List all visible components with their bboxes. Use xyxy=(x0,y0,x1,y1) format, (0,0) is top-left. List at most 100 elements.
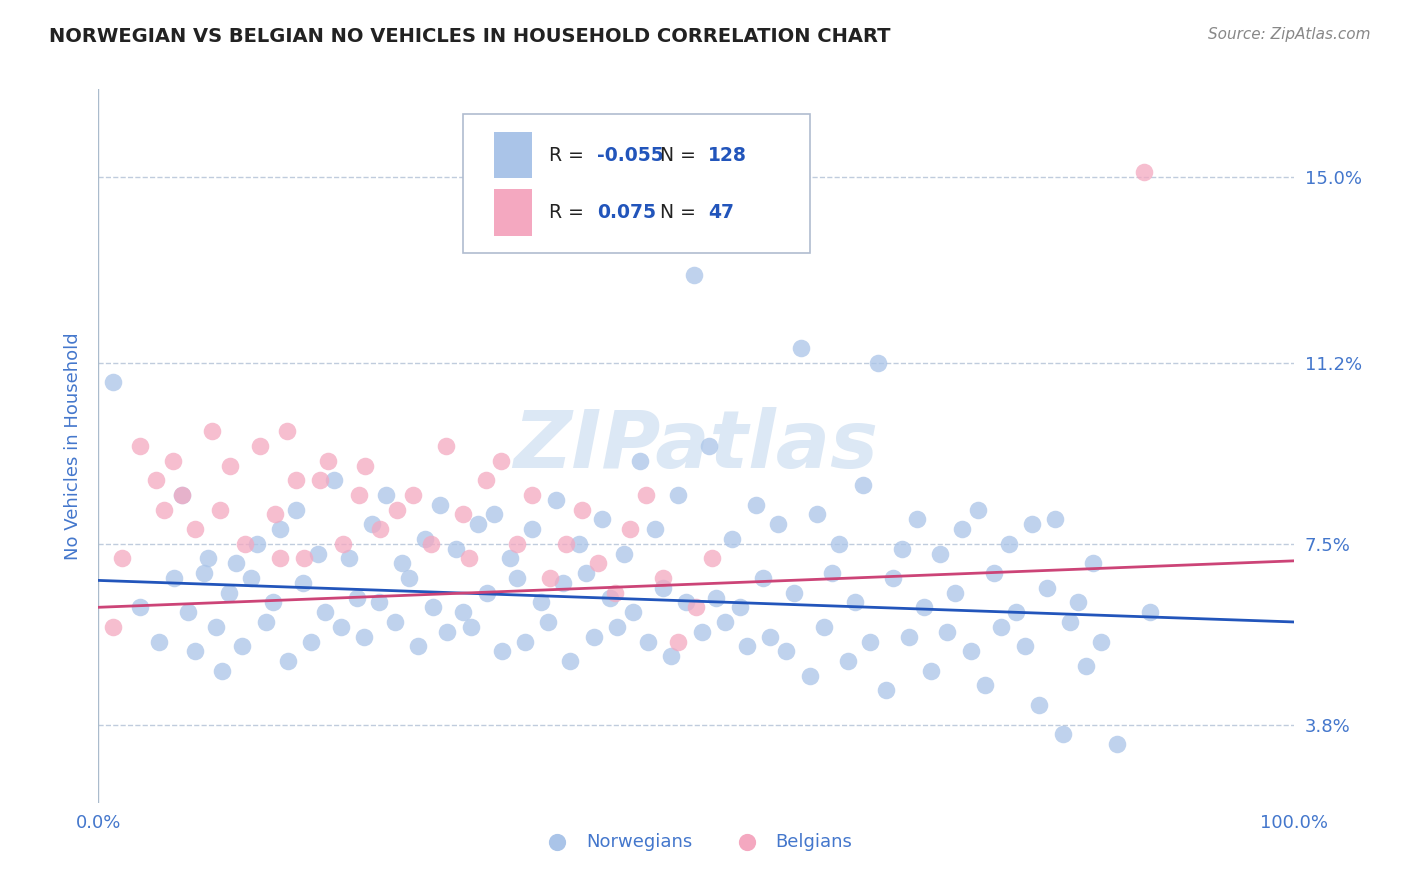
Point xyxy=(308,473,330,487)
Point xyxy=(768,517,790,532)
Point xyxy=(697,439,720,453)
Point xyxy=(890,541,912,556)
Point xyxy=(682,268,704,282)
Point xyxy=(184,644,207,658)
Point xyxy=(619,522,641,536)
Point xyxy=(474,473,496,487)
Point xyxy=(254,615,277,629)
Point xyxy=(628,453,651,467)
Point xyxy=(583,630,606,644)
Point xyxy=(145,473,167,487)
Point xyxy=(444,541,467,556)
Text: -0.055: -0.055 xyxy=(596,145,664,164)
Point xyxy=(498,551,520,566)
Point xyxy=(276,425,298,439)
Text: NORWEGIAN VS BELGIAN NO VEHICLES IN HOUSEHOLD CORRELATION CHART: NORWEGIAN VS BELGIAN NO VEHICLES IN HOUS… xyxy=(49,27,891,45)
Point xyxy=(235,537,257,551)
Point xyxy=(546,492,568,507)
Point xyxy=(339,551,361,566)
Point xyxy=(554,537,576,551)
Point xyxy=(1043,512,1066,526)
Point xyxy=(728,600,751,615)
Point xyxy=(713,615,735,629)
Point xyxy=(231,640,253,654)
Point xyxy=(111,551,134,566)
FancyBboxPatch shape xyxy=(494,189,533,235)
Point xyxy=(148,634,170,648)
Point xyxy=(775,644,797,658)
Point xyxy=(790,341,813,355)
Point xyxy=(943,585,966,599)
Point xyxy=(852,478,875,492)
Point xyxy=(434,439,457,453)
Point xyxy=(1052,727,1074,741)
Point xyxy=(745,498,768,512)
Point xyxy=(163,571,186,585)
Point xyxy=(209,502,232,516)
Point xyxy=(330,620,353,634)
Point xyxy=(928,547,950,561)
Text: Source: ZipAtlas.com: Source: ZipAtlas.com xyxy=(1208,27,1371,42)
Text: N =: N = xyxy=(661,203,702,222)
Point xyxy=(264,508,287,522)
Point xyxy=(413,532,436,546)
Point xyxy=(1081,557,1104,571)
Point xyxy=(737,640,759,654)
Point xyxy=(553,575,575,590)
Point xyxy=(292,551,315,566)
Point xyxy=(491,644,513,658)
Point xyxy=(1028,698,1050,712)
Point xyxy=(489,453,512,467)
Point xyxy=(704,591,727,605)
Point xyxy=(659,649,682,664)
Point xyxy=(690,624,713,639)
Point xyxy=(384,615,406,629)
Point xyxy=(204,620,226,634)
Point xyxy=(506,571,529,585)
Point xyxy=(530,595,553,609)
Point xyxy=(458,551,481,566)
Point xyxy=(307,547,329,561)
Point xyxy=(284,502,307,516)
Point xyxy=(666,634,689,648)
Point xyxy=(354,458,377,473)
Point xyxy=(197,551,219,566)
Point xyxy=(666,488,689,502)
Text: 0.075: 0.075 xyxy=(596,203,655,222)
Point xyxy=(685,600,707,615)
Text: 47: 47 xyxy=(709,203,734,222)
Point xyxy=(315,605,337,619)
Point xyxy=(316,453,339,467)
Point xyxy=(998,537,1021,551)
Point xyxy=(1139,605,1161,619)
Point xyxy=(184,522,207,536)
Point xyxy=(700,551,723,566)
Point xyxy=(177,605,200,619)
Point xyxy=(1067,595,1090,609)
Point xyxy=(560,654,582,668)
Point xyxy=(451,508,474,522)
Point xyxy=(568,537,591,551)
Point xyxy=(537,615,560,629)
Point xyxy=(634,488,657,502)
Point xyxy=(599,591,621,605)
Point xyxy=(385,502,409,516)
Point xyxy=(603,585,626,599)
Point xyxy=(436,624,458,639)
Point xyxy=(402,488,425,502)
Point xyxy=(905,512,928,526)
Point xyxy=(983,566,1005,580)
Point xyxy=(322,473,344,487)
Point xyxy=(837,654,859,668)
Point xyxy=(575,566,598,580)
Point xyxy=(828,537,851,551)
Point xyxy=(637,634,659,648)
Point xyxy=(1005,605,1028,619)
Point xyxy=(219,458,242,473)
Point xyxy=(361,517,384,532)
Y-axis label: No Vehicles in Household: No Vehicles in Household xyxy=(63,332,82,560)
Point xyxy=(990,620,1012,634)
Text: R =: R = xyxy=(548,203,596,222)
Point xyxy=(752,571,775,585)
Point xyxy=(249,439,271,453)
